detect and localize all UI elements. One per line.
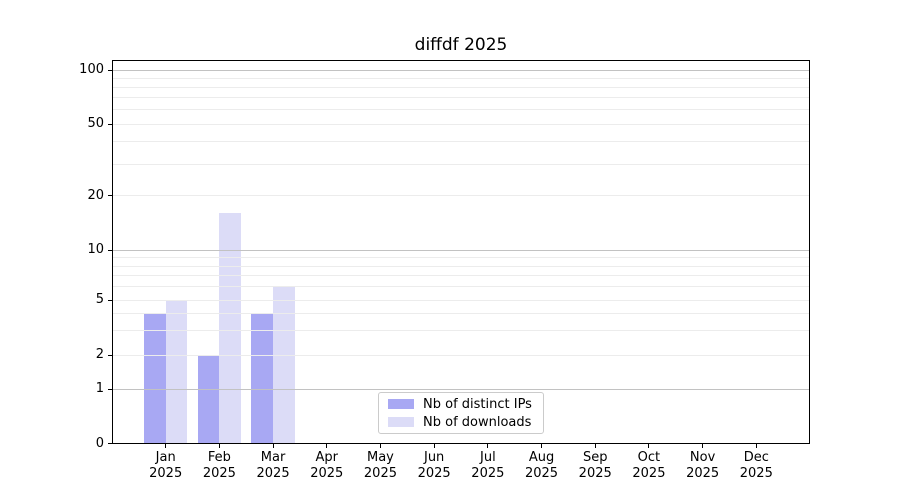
major-gridline-y100 <box>113 69 809 71</box>
x-tick-jun <box>433 444 435 448</box>
y-tick-20 <box>108 195 112 197</box>
x-tick-jul <box>487 444 489 448</box>
minor-gridline-y8 <box>113 265 809 267</box>
x-tick-label-jul: Jul 2025 <box>458 450 518 482</box>
x-tick-oct <box>648 444 650 448</box>
minor-gridline-y30 <box>113 163 809 165</box>
bar-feb-distinct-ips <box>197 355 220 444</box>
y-tick-50 <box>108 123 112 125</box>
y-tick-100 <box>108 69 112 71</box>
y-tick-label-100: 100 <box>79 62 104 77</box>
x-tick-year-mar: 2025 <box>256 466 290 481</box>
minor-gridline-y60 <box>113 109 809 111</box>
legend-swatch-downloads-icon <box>388 417 414 427</box>
y-tick-label-2: 2 <box>95 347 104 362</box>
x-tick-month-dec: Dec <box>743 450 769 465</box>
bar-jan-downloads <box>165 300 188 444</box>
x-tick-label-aug: Aug 2025 <box>512 450 572 482</box>
legend-item-distinct-ips: Nb of distinct IPs <box>388 397 543 412</box>
x-tick-sep <box>594 444 596 448</box>
minor-gridline-y50 <box>113 123 809 125</box>
minor-gridline-y6 <box>113 286 809 288</box>
x-tick-label-nov: Nov 2025 <box>673 450 733 482</box>
x-tick-label-jan: Jan 2025 <box>136 450 196 482</box>
x-tick-year-nov: 2025 <box>686 466 720 481</box>
x-tick-month-aug: Aug <box>528 450 555 465</box>
y-tick-label-1: 1 <box>95 381 104 396</box>
x-tick-mar <box>272 444 274 448</box>
minor-gridline-y5 <box>113 299 809 301</box>
x-tick-dec <box>755 444 757 448</box>
x-tick-label-sep: Sep 2025 <box>565 450 625 482</box>
x-tick-year-may: 2025 <box>363 466 397 481</box>
x-tick-year-jan: 2025 <box>149 466 183 481</box>
major-gridline-y1 <box>113 388 809 390</box>
x-tick-month-feb: Feb <box>207 450 231 465</box>
chart-title: diffdf 2025 <box>414 35 508 55</box>
x-tick-label-mar: Mar 2025 <box>243 450 303 482</box>
y-tick-0 <box>108 443 112 444</box>
x-tick-month-jan: Jan <box>155 450 176 465</box>
minor-gridline-y20 <box>113 195 809 197</box>
minor-gridline-y40 <box>113 141 809 143</box>
minor-gridline-y9 <box>113 257 809 259</box>
x-tick-year-oct: 2025 <box>632 466 666 481</box>
bar-mar-distinct-ips <box>251 313 274 444</box>
x-tick-label-jun: Jun 2025 <box>404 450 464 482</box>
x-tick-month-oct: Oct <box>637 450 661 465</box>
x-tick-feb <box>218 444 220 448</box>
minor-gridline-y70 <box>113 97 809 99</box>
minor-gridline-y90 <box>113 77 809 79</box>
x-tick-apr <box>326 444 328 448</box>
legend-label-downloads: Nb of downloads <box>423 414 532 430</box>
x-tick-jan <box>165 444 167 448</box>
x-tick-nov <box>702 444 704 448</box>
x-tick-label-oct: Oct 2025 <box>619 450 679 482</box>
legend-item-downloads: Nb of downloads <box>388 415 543 430</box>
y-tick-1 <box>108 388 112 390</box>
legend-label-distinct-ips: Nb of distinct IPs <box>423 396 532 412</box>
minor-gridline-y7 <box>113 275 809 277</box>
x-tick-label-feb: Feb 2025 <box>189 450 249 482</box>
x-tick-month-apr: Apr <box>315 450 339 465</box>
legend: Nb of distinct IPs Nb of downloads <box>378 392 544 434</box>
x-tick-month-sep: Sep <box>582 450 608 465</box>
x-tick-may <box>379 444 381 448</box>
y-tick-label-50: 50 <box>87 116 104 132</box>
minor-gridline-y80 <box>113 86 809 88</box>
minor-gridline-y2 <box>113 354 809 356</box>
x-tick-month-jun: Jun <box>423 450 445 465</box>
x-tick-month-may: May <box>367 450 394 465</box>
x-tick-month-mar: Mar <box>260 450 286 465</box>
y-tick-2 <box>108 354 112 356</box>
y-tick-label-10: 10 <box>87 242 104 257</box>
x-tick-year-apr: 2025 <box>310 466 344 481</box>
x-tick-year-feb: 2025 <box>202 466 236 481</box>
bar-feb-downloads <box>219 213 242 444</box>
y-tick-5 <box>108 299 112 301</box>
minor-gridline-y4 <box>113 312 809 314</box>
x-tick-aug <box>541 444 543 448</box>
minor-gridline-y3 <box>113 330 809 332</box>
x-tick-year-jun: 2025 <box>417 466 451 481</box>
bar-jan-distinct-ips <box>143 313 166 444</box>
x-tick-label-dec: Dec 2025 <box>726 450 786 482</box>
x-tick-year-sep: 2025 <box>578 466 612 481</box>
y-tick-10 <box>108 249 112 251</box>
major-gridline-y10 <box>113 249 809 251</box>
x-tick-year-jul: 2025 <box>471 466 505 481</box>
x-tick-month-jul: Jul <box>480 450 496 465</box>
y-tick-label-20: 20 <box>87 187 104 203</box>
y-tick-label-0: 0 <box>95 435 104 451</box>
bar-mar-downloads <box>273 286 295 444</box>
y-tick-label-5: 5 <box>95 292 104 307</box>
x-tick-label-may: May 2025 <box>350 450 410 482</box>
x-tick-year-aug: 2025 <box>524 466 559 481</box>
legend-swatch-distinct-ips-icon <box>388 399 414 409</box>
x-tick-month-nov: Nov <box>689 450 716 465</box>
x-tick-year-dec: 2025 <box>739 466 773 481</box>
x-tick-label-apr: Apr 2025 <box>297 450 357 482</box>
